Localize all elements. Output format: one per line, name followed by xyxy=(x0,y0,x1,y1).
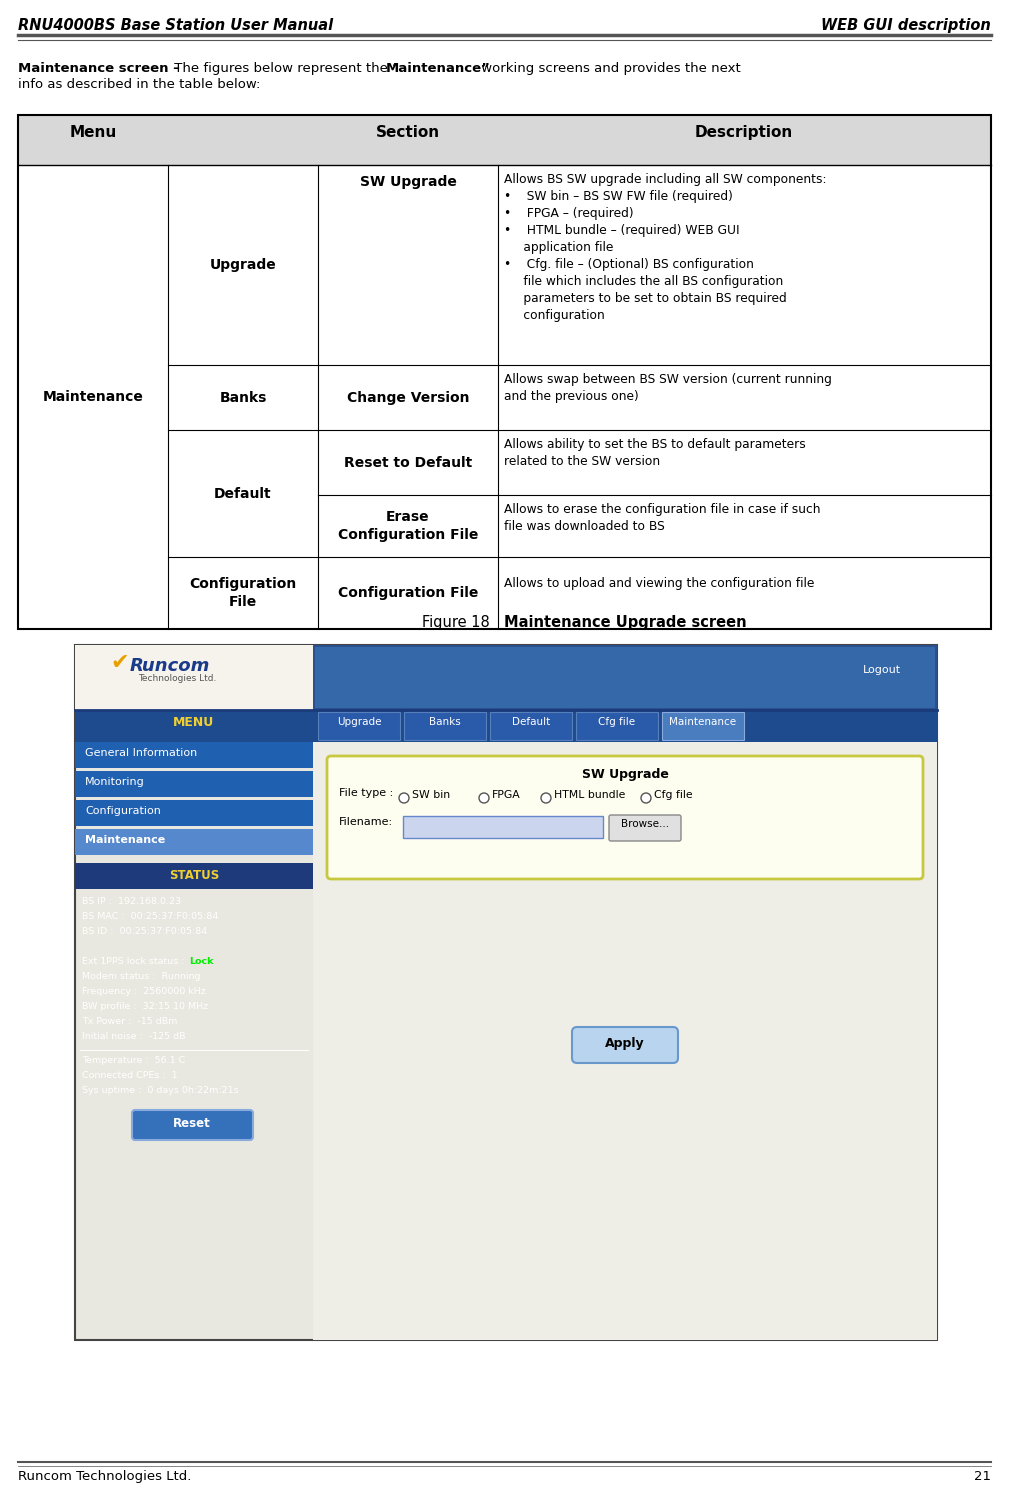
Bar xyxy=(318,712,400,741)
Bar xyxy=(75,863,313,889)
Text: Upgrade: Upgrade xyxy=(210,257,276,272)
Text: Banks: Banks xyxy=(429,717,461,727)
Text: Runcom Technologies Ltd.: Runcom Technologies Ltd. xyxy=(18,1471,192,1483)
Text: Cfg file: Cfg file xyxy=(598,717,636,727)
Text: HTML bundle: HTML bundle xyxy=(554,790,626,800)
Text: Initial noise :  -125 dB: Initial noise : -125 dB xyxy=(82,1032,186,1041)
Text: General Information: General Information xyxy=(85,748,197,758)
Bar xyxy=(75,829,313,856)
Text: The figures below represent the “: The figures below represent the “ xyxy=(170,61,399,75)
Text: Allows ability to set the BS to default parameters
related to the SW version: Allows ability to set the BS to default … xyxy=(504,438,806,468)
FancyBboxPatch shape xyxy=(132,1110,253,1140)
Text: SW bin: SW bin xyxy=(412,790,450,800)
FancyBboxPatch shape xyxy=(572,1026,678,1064)
Bar xyxy=(75,742,313,767)
Text: Maintenance Upgrade screen: Maintenance Upgrade screen xyxy=(504,615,747,630)
Text: Allows to erase the configuration file in case if such
file was downloaded to BS: Allows to erase the configuration file i… xyxy=(504,503,820,533)
Text: Filename:: Filename: xyxy=(339,817,394,827)
Text: Temperature :  56.1 C: Temperature : 56.1 C xyxy=(82,1056,186,1065)
Text: Configuration File: Configuration File xyxy=(338,586,478,600)
Text: MENU: MENU xyxy=(174,717,215,729)
Text: Figure 18: Figure 18 xyxy=(423,615,504,630)
Text: Maintenance: Maintenance xyxy=(42,390,143,404)
Bar xyxy=(313,645,937,711)
Text: 21: 21 xyxy=(974,1471,991,1483)
Bar xyxy=(75,711,937,742)
Text: Change Version: Change Version xyxy=(347,390,469,404)
Text: Erase
Configuration File: Erase Configuration File xyxy=(338,510,478,542)
Text: Cfg file: Cfg file xyxy=(654,790,692,800)
Text: WEB GUI description: WEB GUI description xyxy=(821,18,991,33)
Text: Ext 1PPS lock status :: Ext 1PPS lock status : xyxy=(82,957,191,966)
Text: Maintenance: Maintenance xyxy=(669,717,737,727)
Text: Maintenance screen –: Maintenance screen – xyxy=(18,61,180,75)
Text: Tx Power :  -15 dBm: Tx Power : -15 dBm xyxy=(82,1017,178,1026)
Text: ✔: ✔ xyxy=(110,652,128,673)
Text: Sys uptime :  0 days 0h:22m:21s: Sys uptime : 0 days 0h:22m:21s xyxy=(82,1086,238,1095)
Circle shape xyxy=(479,793,489,803)
Text: Apply: Apply xyxy=(605,1037,645,1050)
Text: SW Upgrade: SW Upgrade xyxy=(359,175,456,188)
Bar xyxy=(490,712,572,741)
Bar xyxy=(18,115,991,628)
Bar xyxy=(313,742,937,1340)
Text: Configuration: Configuration xyxy=(85,806,160,815)
Text: Allows to upload and viewing the configuration file: Allows to upload and viewing the configu… xyxy=(504,577,814,589)
Text: Runcom: Runcom xyxy=(130,657,210,675)
Text: Maintenance: Maintenance xyxy=(85,835,165,845)
Text: File type :: File type : xyxy=(339,788,394,797)
Bar xyxy=(75,645,313,711)
Text: Lock: Lock xyxy=(189,957,214,966)
Bar xyxy=(662,712,744,741)
Circle shape xyxy=(641,793,651,803)
Text: Monitoring: Monitoring xyxy=(85,776,144,787)
Bar xyxy=(75,770,313,797)
FancyBboxPatch shape xyxy=(327,755,923,880)
Text: info as described in the table below:: info as described in the table below: xyxy=(18,78,260,91)
Text: Default: Default xyxy=(512,717,550,727)
Text: Logout: Logout xyxy=(863,666,901,675)
Text: Browse...: Browse... xyxy=(621,818,669,829)
Text: Description: Description xyxy=(695,126,793,141)
Text: BS ID :  00:25:37:F0:05:84: BS ID : 00:25:37:F0:05:84 xyxy=(82,928,207,936)
Text: Technologies Ltd.: Technologies Ltd. xyxy=(138,675,216,684)
Text: RNU4000BS Base Station User Manual: RNU4000BS Base Station User Manual xyxy=(18,18,333,33)
Circle shape xyxy=(541,793,551,803)
FancyBboxPatch shape xyxy=(609,815,681,841)
Bar xyxy=(315,646,935,708)
Text: Maintenance”: Maintenance” xyxy=(386,61,490,75)
Text: Section: Section xyxy=(376,126,440,141)
Text: Allows BS SW upgrade including all SW components:
•    SW bin – BS SW FW file (r: Allows BS SW upgrade including all SW co… xyxy=(504,174,826,322)
Text: SW Upgrade: SW Upgrade xyxy=(581,767,668,781)
Text: FPGA: FPGA xyxy=(492,790,521,800)
Bar xyxy=(18,165,991,628)
Text: Upgrade: Upgrade xyxy=(337,717,381,727)
Bar xyxy=(404,712,486,741)
Text: BS IP :  192.168.0.23: BS IP : 192.168.0.23 xyxy=(82,898,182,907)
Text: Reset to Default: Reset to Default xyxy=(344,455,472,470)
Bar xyxy=(18,115,991,165)
Text: BW profile :  32:15 10 MHz: BW profile : 32:15 10 MHz xyxy=(82,1002,208,1011)
Text: Menu: Menu xyxy=(70,126,117,141)
Text: BS MAC :  00:25:37:F0:05:84: BS MAC : 00:25:37:F0:05:84 xyxy=(82,913,218,922)
Text: Frequency :  2560000 kHz: Frequency : 2560000 kHz xyxy=(82,987,206,996)
Circle shape xyxy=(399,793,409,803)
Bar xyxy=(75,800,313,826)
Text: Connected CPEs :  1: Connected CPEs : 1 xyxy=(82,1071,178,1080)
Text: Modem status :  Running: Modem status : Running xyxy=(82,972,201,981)
Text: Reset: Reset xyxy=(174,1118,211,1129)
Text: STATUS: STATUS xyxy=(169,869,219,883)
Bar xyxy=(403,815,603,838)
Bar xyxy=(576,712,658,741)
Text: working screens and provides the next: working screens and provides the next xyxy=(477,61,741,75)
Bar xyxy=(75,645,937,1340)
Text: Default: Default xyxy=(214,486,271,501)
Text: Allows swap between BS SW version (current running
and the previous one): Allows swap between BS SW version (curre… xyxy=(504,373,831,402)
Text: Configuration
File: Configuration File xyxy=(190,577,297,609)
Text: Banks: Banks xyxy=(219,390,266,404)
